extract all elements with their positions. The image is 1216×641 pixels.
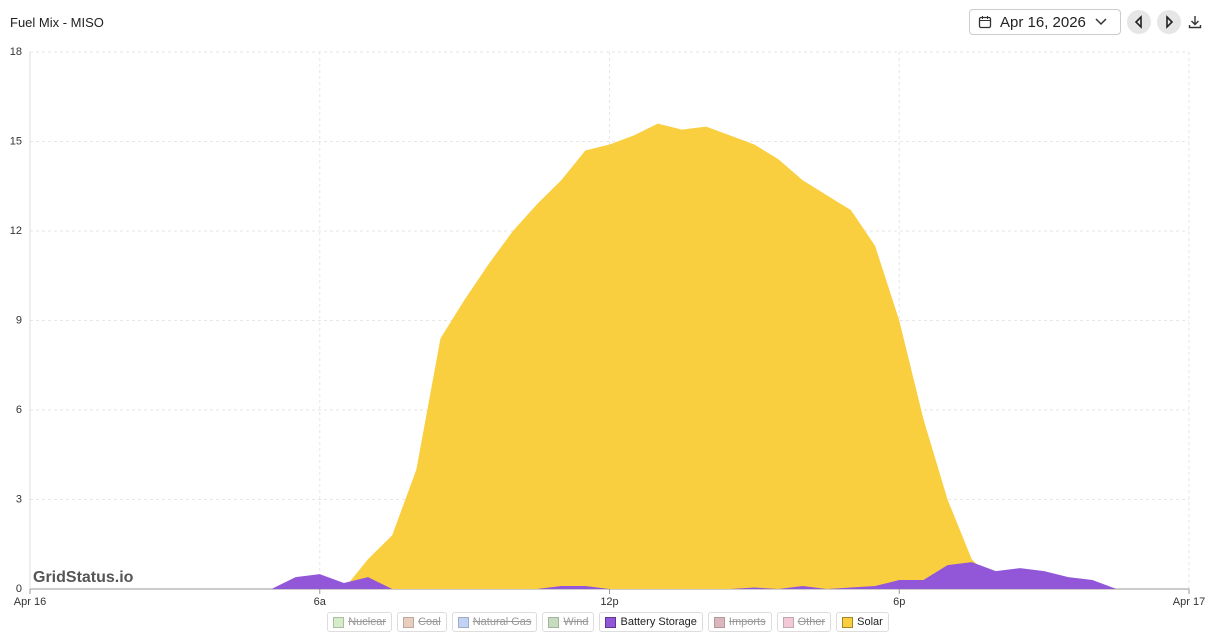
legend-swatch bbox=[782, 616, 794, 628]
legend-item[interactable]: Other bbox=[776, 612, 832, 632]
y-tick-label: 12 bbox=[10, 225, 22, 237]
legend-label: Other bbox=[797, 616, 826, 628]
x-tick-label: Apr 16 bbox=[14, 596, 46, 608]
prev-icon bbox=[1134, 15, 1142, 29]
legend-item[interactable]: Battery Storage bbox=[599, 612, 703, 632]
legend-swatch bbox=[605, 616, 617, 628]
y-tick-label: 9 bbox=[16, 314, 22, 326]
y-tick-label: 15 bbox=[10, 135, 22, 147]
legend-swatch bbox=[403, 616, 415, 628]
legend-label: Natural Gas bbox=[472, 616, 532, 628]
y-tick-label: 0 bbox=[16, 583, 22, 595]
y-tick-label: 6 bbox=[16, 404, 22, 416]
area bbox=[30, 123, 1189, 589]
legend-swatch bbox=[333, 616, 345, 628]
legend-label: Coal bbox=[418, 616, 441, 628]
legend-swatch bbox=[548, 616, 560, 628]
legend-item[interactable]: Coal bbox=[397, 612, 447, 632]
date-picker[interactable]: Apr 16, 2026 bbox=[969, 9, 1121, 35]
x-tick-label: 6p bbox=[893, 596, 905, 608]
prev-button[interactable] bbox=[1127, 10, 1151, 34]
next-button[interactable] bbox=[1157, 10, 1181, 34]
legend-label: Wind bbox=[563, 616, 589, 628]
x-tick-label: 12p bbox=[600, 596, 618, 608]
legend-item[interactable]: Nuclear bbox=[327, 612, 393, 632]
y-tick-label: 3 bbox=[16, 493, 22, 505]
chart: 0 3 6 9 12 15 18 Apr 16 6a 12p 6p Apr 17 GridStatus.… bbox=[10, 46, 1205, 608]
x-tick-label: Apr 17 bbox=[1173, 596, 1205, 608]
area bbox=[30, 562, 1189, 589]
legend-item[interactable]: Natural Gas bbox=[451, 612, 538, 632]
legend-item[interactable]: Solar bbox=[836, 612, 889, 632]
download-button[interactable] bbox=[1188, 15, 1202, 29]
legend-item[interactable]: Imports bbox=[707, 612, 772, 632]
chevron-icon bbox=[1095, 18, 1107, 26]
legend-item[interactable]: Wind bbox=[542, 612, 595, 632]
legend-swatch bbox=[457, 616, 469, 628]
legend-swatch bbox=[842, 616, 854, 628]
watermark: GridStatus.io bbox=[33, 569, 134, 586]
legend-label: Solar bbox=[857, 616, 883, 628]
legend: Nuclear Coal Natural Gas Wind Battery Storag… bbox=[0, 612, 1216, 632]
next-icon bbox=[1166, 15, 1174, 29]
calendar-icon bbox=[978, 16, 992, 29]
legend-label: Nuclear bbox=[348, 616, 387, 628]
y-tick-label: 18 bbox=[10, 46, 22, 58]
legend-label: Battery Storage bbox=[620, 616, 697, 628]
legend-label: Imports bbox=[728, 616, 766, 628]
x-tick-label: 6a bbox=[314, 596, 327, 608]
chart-title: Fuel Mix - MISO bbox=[10, 15, 104, 30]
date-text: Apr 16, 2026 bbox=[1000, 13, 1086, 31]
legend-swatch bbox=[713, 616, 725, 628]
